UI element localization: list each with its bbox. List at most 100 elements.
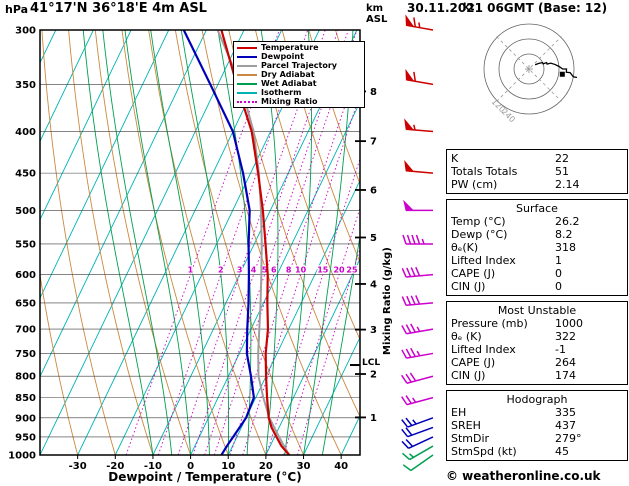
pressure-tick-label: 750 — [15, 349, 36, 360]
wind-barb — [401, 266, 434, 278]
altitude-axis-unit: km — [366, 3, 384, 14]
wind-barb — [401, 323, 434, 335]
stats-row-label: CAPE (J) — [451, 356, 496, 369]
stats-section-header: Most Unstable — [497, 304, 577, 317]
stats-row-value: 335 — [555, 406, 576, 419]
copyright-text: © weatheronline.co.uk — [446, 469, 601, 483]
legend-item: Dry Adiabat — [236, 70, 362, 79]
stats-row-label: Lifted Index — [451, 343, 516, 356]
stats-row-value: 22 — [555, 152, 569, 165]
pressure-tick-label: 600 — [15, 270, 36, 281]
temperature-tick-label: 30 — [297, 461, 311, 472]
legend-line-swatch — [237, 100, 257, 103]
datetime-title: 30.11.2021 06GMT (Base: 12) — [407, 1, 608, 15]
plot-frame — [39, 29, 361, 456]
wind-barb — [402, 234, 433, 245]
stats-row-value: 437 — [555, 419, 576, 432]
temperature-tick-label: -10 — [144, 461, 162, 472]
stats-row-label: Lifted Index — [451, 254, 516, 267]
legend: Temperature Dewpoint Parcel Trajectory Dry … — [233, 41, 365, 108]
legend-line-swatch — [237, 73, 257, 76]
legend-item: Isotherm — [236, 88, 362, 97]
pressure-tick-label: 400 — [15, 127, 36, 138]
mixing-ratio-value-label: 6 — [271, 266, 277, 275]
wind-barb — [401, 426, 434, 438]
pressure-tick-label: 900 — [15, 413, 36, 424]
wind-barb — [401, 372, 434, 384]
pressure-tick-label: 950 — [15, 432, 36, 443]
stats-row: Pressure (mb) 1000 — [451, 317, 623, 330]
stats-row: CAPE (J) 0 — [451, 267, 623, 280]
stats-row-value: 51 — [555, 165, 569, 178]
stats-row: Totals Totals 51 — [451, 165, 623, 178]
stats-row-value: 1000 — [555, 317, 583, 330]
mixing-ratio-axis-label: Mixing Ratio (g/kg) — [382, 247, 393, 355]
stats-row-label: θₑ (K) — [451, 330, 482, 343]
stats-row: Temp (°C) 26.2 — [451, 215, 623, 228]
stats-row-label: Temp (°C) — [451, 215, 506, 228]
pressure-tick-label: 450 — [15, 169, 36, 180]
km-tick-label: 4 — [370, 279, 377, 290]
legend-line-swatch — [237, 82, 257, 85]
hodograph-unit-label: kt — [463, 2, 475, 13]
legend-item-label: Dry Adiabat — [261, 70, 315, 79]
legend-item: Wet Adiabat — [236, 79, 362, 88]
legend-item-label: Mixing Ratio — [261, 97, 318, 106]
legend-item: Mixing Ratio — [236, 97, 362, 106]
km-tick-label: 1 — [370, 413, 377, 424]
temperature-tick-label: -30 — [69, 461, 87, 472]
legend-line-swatch — [237, 46, 257, 49]
wind-barb — [401, 395, 434, 406]
stats-row-value: 174 — [555, 369, 576, 382]
plot-background: 1 2 3 4 5 6 8 10 15 20 25 — [40, 30, 360, 455]
wind-barb — [401, 417, 434, 428]
km-tick-label: 6 — [370, 185, 377, 196]
legend-line-swatch — [237, 64, 257, 67]
hodograph-azimuth-label: 240 — [500, 107, 517, 124]
stats-row: Dewp (°C) 8.2 — [451, 228, 623, 241]
mixing-ratio-value-label: 4 — [251, 266, 257, 275]
stats-row-label: PW (cm) — [451, 178, 498, 191]
hodograph-ring — [498, 38, 560, 100]
pressure-tick-label: 800 — [15, 372, 36, 383]
lcl-marker-label: LCL — [362, 358, 381, 368]
stats-row: θₑ(K) 318 — [451, 241, 623, 254]
stats-row-label: StmSpd (kt) — [451, 445, 517, 458]
stats-row-label: θₑ(K) — [451, 241, 479, 254]
pressure-tick-label: 300 — [15, 26, 36, 37]
pressure-tick-label: 1000 — [8, 451, 36, 462]
stats-row-value: 322 — [555, 330, 576, 343]
legend-item-label: Isotherm — [261, 88, 302, 97]
temperature-tick-label: 10 — [221, 461, 235, 472]
stats-row-value: 0 — [555, 280, 562, 293]
wind-barb — [405, 68, 434, 86]
wind-barb — [401, 347, 434, 359]
mixing-ratio-value-label: 25 — [346, 266, 358, 275]
stats-row-value: -1 — [555, 343, 566, 356]
stats-row: StmDir 279° — [451, 432, 623, 445]
stats-row: StmSpd (kt) 45 — [451, 445, 623, 458]
wind-barb — [401, 295, 434, 307]
mixing-ratio-value-label: 15 — [317, 266, 329, 275]
legend-item-label: Parcel Trajectory — [261, 61, 337, 70]
x-axis-label: Dewpoint / Temperature (°C) — [108, 470, 302, 484]
pressure-tick-label: 350 — [15, 80, 36, 91]
stats-row: CAPE (J) 264 — [451, 356, 623, 369]
stats-row-value: 26.2 — [555, 215, 580, 228]
axis-labels-group: 3003504004505005506006507007508008509009… — [8, 26, 377, 473]
stats-row-label: CIN (J) — [451, 280, 486, 293]
legend-line-swatch — [237, 55, 257, 58]
stats-section: K 22 Totals Totals 51 PW (cm) 2.14 — [446, 149, 628, 194]
stats-row-label: CAPE (J) — [451, 267, 496, 280]
mixing-ratio-value-label: 3 — [237, 266, 243, 275]
stats-row: EH 335 — [451, 406, 623, 419]
stats-row-label: StmDir — [451, 432, 490, 445]
temperature-tick-label: 20 — [259, 461, 273, 472]
hodograph-trace — [534, 61, 578, 79]
stats-row-value: 45 — [555, 445, 569, 458]
stats-row-value: 279° — [555, 432, 582, 445]
legend-item-label: Dewpoint — [261, 52, 304, 61]
stats-section-header: Hodograph — [506, 393, 568, 406]
km-tick-label: 2 — [370, 370, 377, 381]
